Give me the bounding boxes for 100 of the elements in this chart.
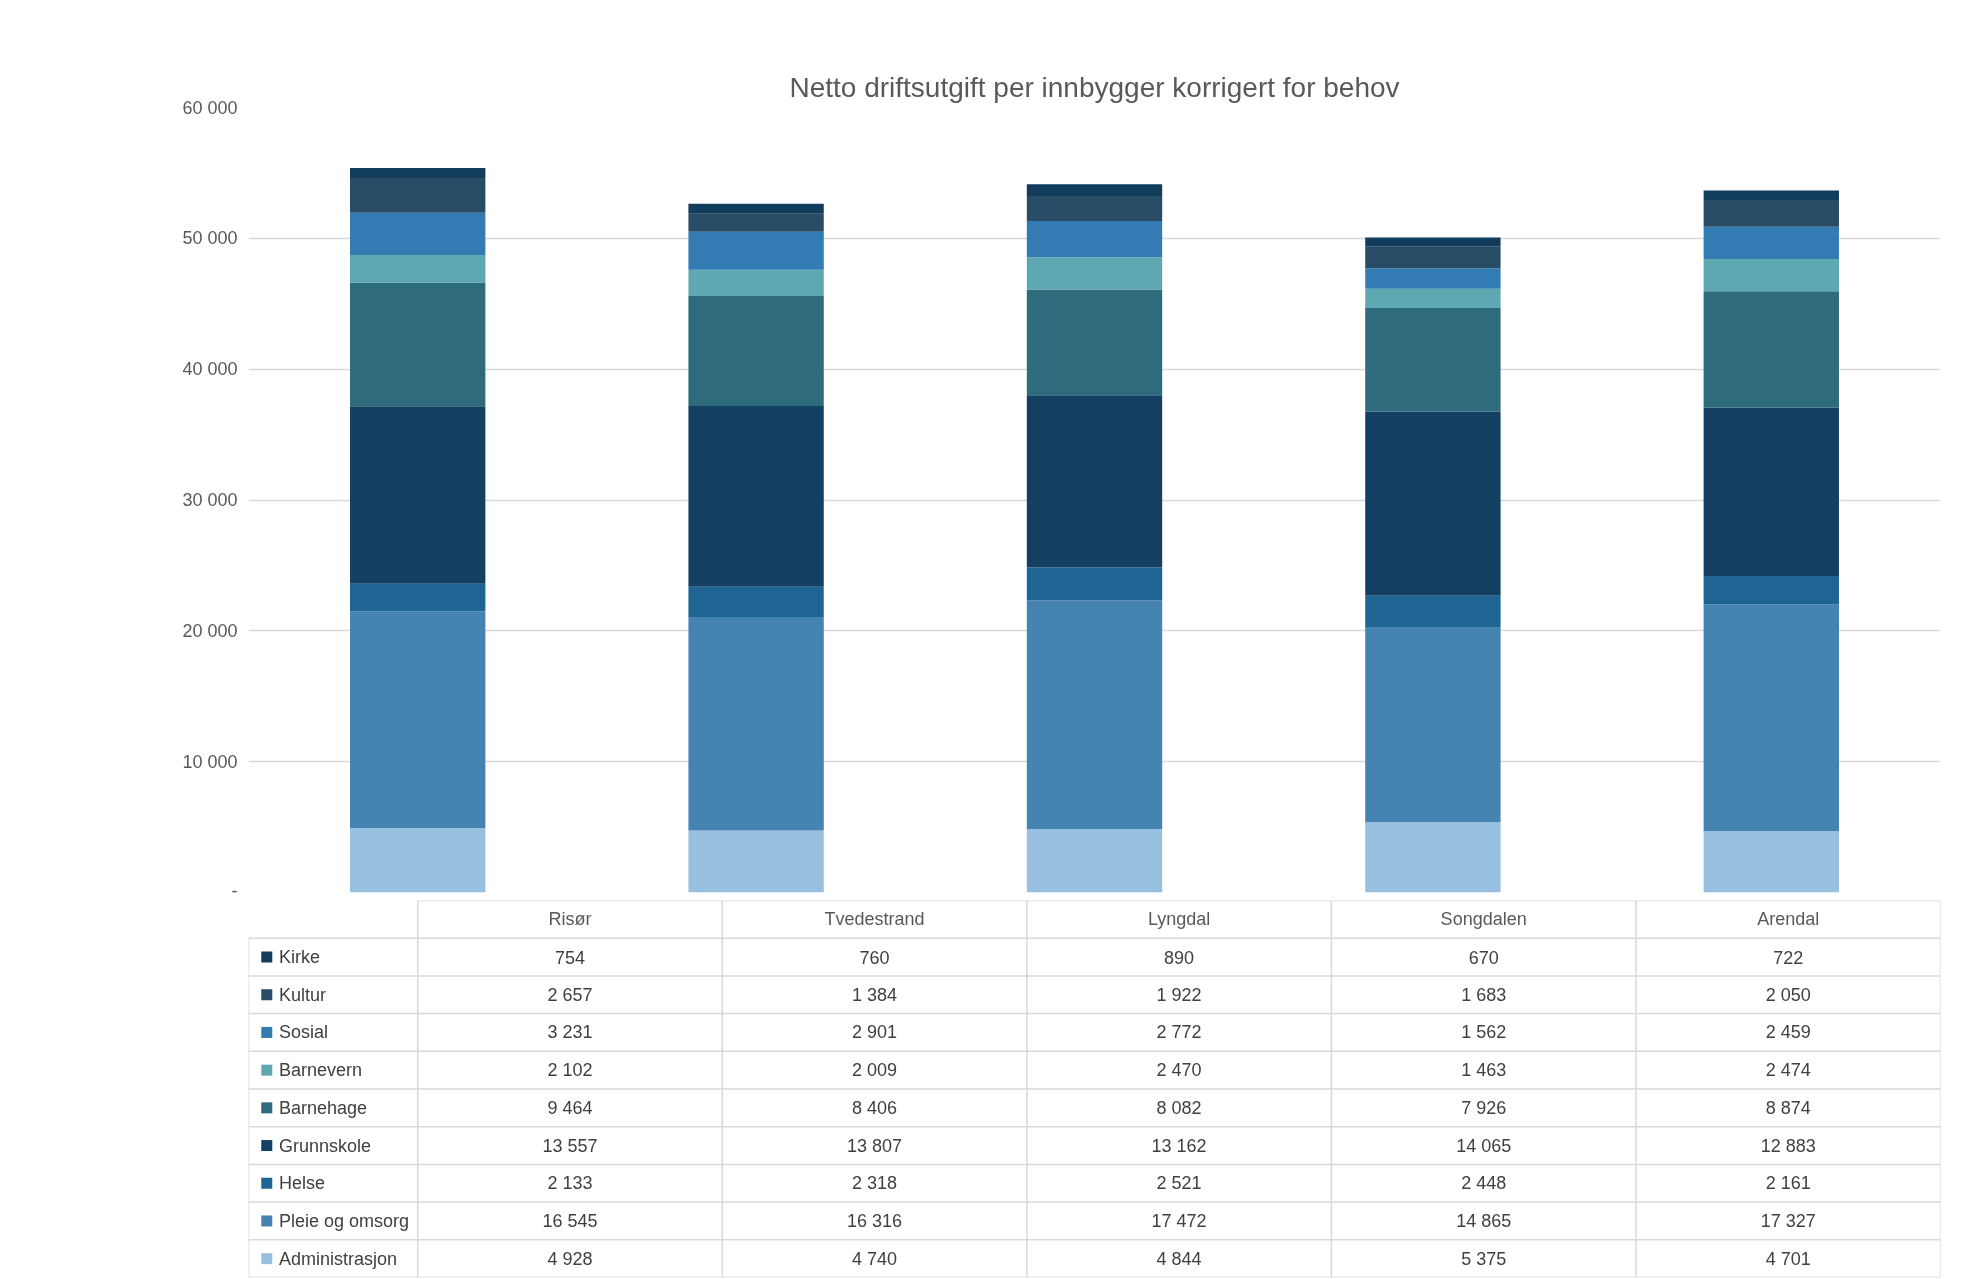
bar [688,213,824,232]
x-tick-label: Songdalen [1440,909,1527,930]
bar [1365,237,1501,247]
data-label: 9 464 [547,1097,593,1118]
bar [1026,567,1163,601]
data-label: 4 740 [852,1248,898,1269]
legend-label: Administrasjon [278,1248,397,1269]
data-label: 8 874 [1765,1097,1811,1118]
bar [1703,190,1839,201]
data-label: 14 865 [1456,1210,1512,1231]
bar [688,203,824,214]
bar [1026,829,1163,893]
bar [688,296,824,407]
bar [1026,195,1163,222]
data-label: 17 472 [1151,1210,1207,1231]
data-label: 14 065 [1456,1135,1512,1156]
bar [350,177,486,213]
legend-label: Barnevern [278,1060,363,1081]
legend-label: Kultur [278,984,326,1005]
data-label: 2 474 [1765,1060,1811,1081]
data-label: 12 883 [1760,1135,1816,1156]
data-label: 2 161 [1765,1173,1811,1194]
data-label: 13 162 [1151,1135,1207,1156]
data-label: 754 [554,947,586,968]
bar [350,828,486,893]
x-tick-label: Lyngdal [1147,909,1211,930]
legend-label: Grunnskole [278,1135,372,1156]
data-label: 2 009 [852,1060,898,1081]
data-label: 4 928 [547,1248,593,1269]
data-label: 13 557 [542,1135,598,1156]
bar [1703,200,1839,227]
data-label: 2 470 [1156,1060,1202,1081]
bar [688,586,824,618]
data-label: 8 082 [1156,1097,1202,1118]
data-label: 1 463 [1461,1060,1507,1081]
data-label: 4 701 [1765,1248,1811,1269]
bar [1365,268,1501,289]
legend-label: Sosial [278,1022,328,1043]
chart-title: Netto driftsutgift per innbygger korrigert for behov [789,71,1400,103]
bar [1026,289,1163,396]
data-label: 1 922 [1156,984,1202,1005]
y-tick-label: 10 000 [182,751,238,772]
bar [1026,395,1163,568]
data-label: 17 327 [1760,1210,1816,1231]
y-tick-label: 20 000 [182,620,238,641]
legend-label: Barnehage [278,1097,368,1118]
legend-label: Helse [278,1173,325,1194]
legend-label: Kirke [278,947,320,968]
bar [1703,291,1839,408]
y-tick-label: 60 000 [182,97,238,118]
data-label: 2 133 [547,1173,593,1194]
data-label: 8 406 [852,1097,898,1118]
bar [1703,226,1839,260]
bar [350,406,486,584]
bar [1365,595,1501,628]
data-label: 2 901 [852,1022,898,1043]
data-label: 16 316 [847,1210,903,1231]
data-label: 13 807 [847,1135,903,1156]
data-label: 2 102 [547,1060,593,1081]
data-label: 16 545 [542,1210,598,1231]
bar [1365,288,1501,308]
x-tick-label: Risør [548,909,592,930]
data-label: 2 448 [1461,1173,1507,1194]
data-label: 760 [859,947,890,968]
data-label: 722 [1773,947,1804,968]
bar [1703,604,1839,831]
bar [1026,600,1163,830]
bar [688,231,824,270]
bar [1026,221,1163,258]
data-label: 1 384 [852,984,898,1005]
bar [1703,407,1839,577]
bar [688,617,824,831]
bar [1365,246,1501,269]
bar [350,583,486,612]
bar [688,830,824,893]
data-label: 3 231 [547,1022,593,1043]
data-label: 2 050 [1765,984,1811,1005]
data-label: 1 562 [1461,1022,1507,1043]
bar [350,168,486,178]
y-tick-label: 30 000 [182,490,238,510]
bar [1703,259,1839,292]
data-label: 670 [1468,947,1499,968]
data-label: 2 318 [852,1173,898,1194]
bar [688,406,824,587]
data-label: 7 926 [1461,1097,1507,1118]
data-label: 2 521 [1156,1173,1202,1194]
x-tick-label: Tvedestrand [824,909,925,930]
bar [1703,831,1839,893]
bar [1365,822,1501,893]
bar [1365,411,1501,596]
data-label: 1 683 [1461,984,1507,1005]
bar [1365,307,1501,412]
data-label: 2 772 [1156,1022,1202,1043]
bar [1026,184,1163,196]
y-tick-label: - [231,880,238,901]
bar [350,611,486,829]
legend-label: Pleie og omsorg [278,1210,410,1231]
bar [350,254,486,283]
bar [350,212,486,255]
data-label: 890 [1164,947,1195,968]
